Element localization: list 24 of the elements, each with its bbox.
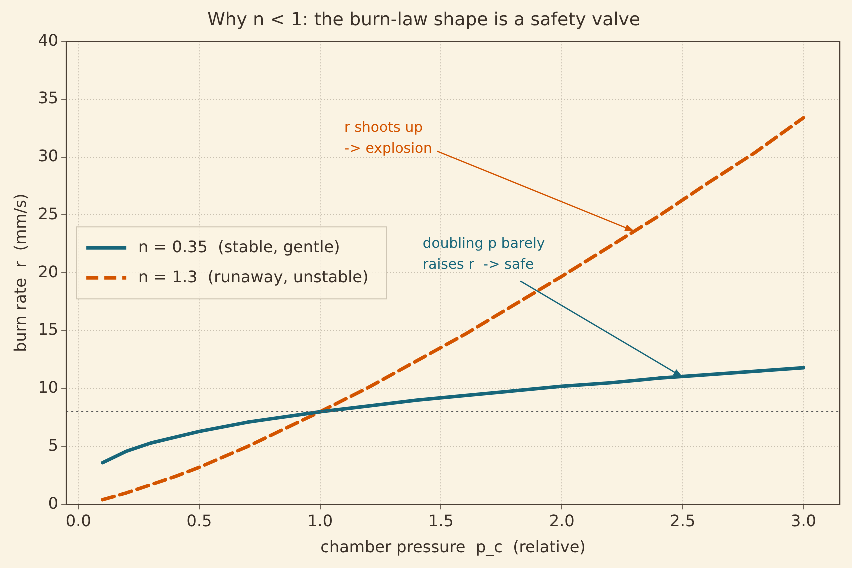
annotation: r shoots up -> explosion bbox=[344, 120, 432, 158]
x-tick-label: 1.5 bbox=[428, 511, 454, 530]
x-tick-label: 2.5 bbox=[670, 511, 696, 530]
annotation: doubling p barely raises r -> safe bbox=[422, 236, 546, 273]
x-tick-label: 3.0 bbox=[791, 511, 816, 530]
x-tick-label: 1.0 bbox=[308, 511, 334, 530]
x-tick-label: 0.5 bbox=[186, 511, 212, 530]
y-tick-label: 15 bbox=[38, 320, 59, 340]
y-tick-label: 30 bbox=[38, 146, 59, 166]
y-tick-label: 20 bbox=[38, 262, 59, 282]
legend-label: n = 1.3 (runaway, unstable) bbox=[138, 267, 369, 286]
y-axis-title: burn rate r (mm/s) bbox=[10, 194, 30, 352]
y-tick-label: 40 bbox=[38, 30, 59, 50]
y-tick-label: 25 bbox=[38, 204, 59, 224]
legend-label: n = 0.35 (stable, gentle) bbox=[138, 237, 340, 256]
line-series bbox=[101, 116, 806, 502]
x-axis-title: chamber pressure p_c (relative) bbox=[320, 538, 586, 557]
y-tick-label: 10 bbox=[38, 378, 59, 398]
y-tick-label: 5 bbox=[48, 436, 59, 455]
x-tick-label: 0.0 bbox=[66, 511, 92, 530]
x-tick-label: 2.0 bbox=[549, 511, 575, 530]
chart-title: Why n < 1: the burn-law shape is a safety valve bbox=[208, 9, 640, 30]
y-tick-label: 35 bbox=[38, 88, 59, 108]
y-tick-label: 0 bbox=[48, 494, 59, 513]
